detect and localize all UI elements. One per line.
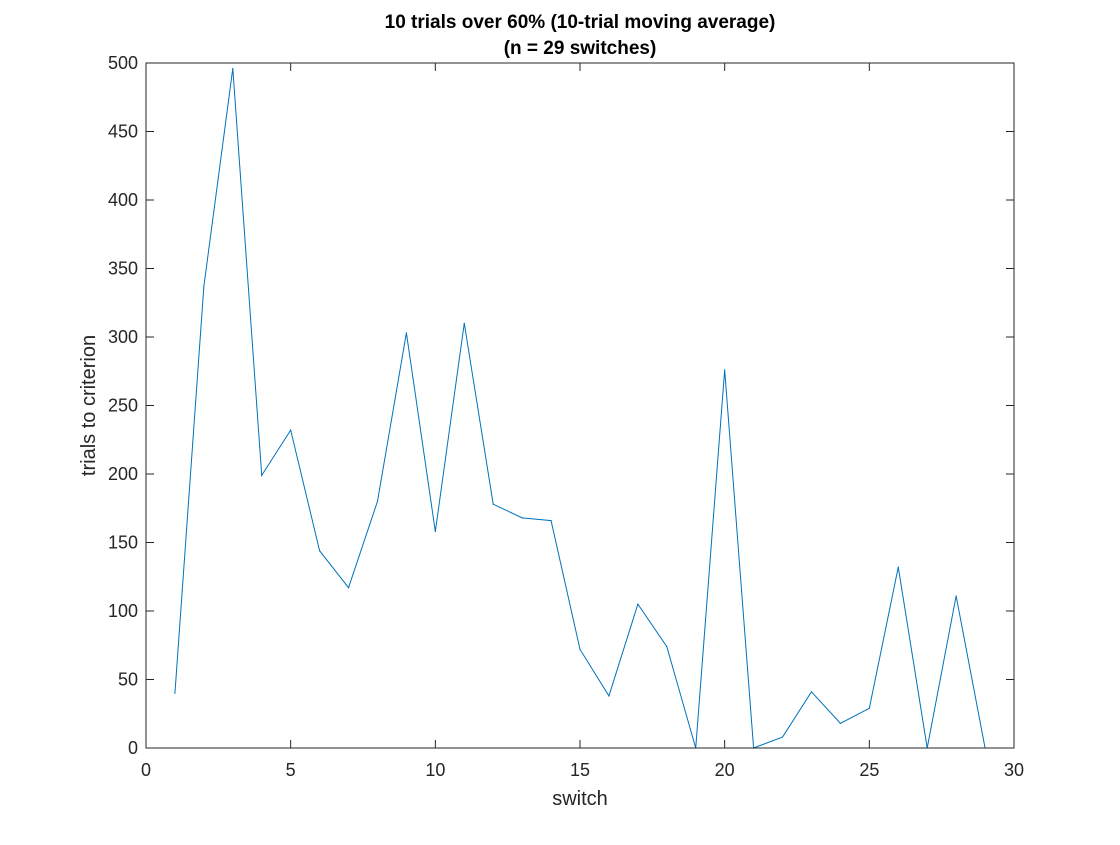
- y-axis-label: trials to criterion: [78, 335, 100, 476]
- x-axis-label: switch: [552, 788, 608, 810]
- data-point-14: [550, 519, 552, 522]
- y-tick-label-250: 250: [108, 396, 138, 416]
- data-point-23: [810, 691, 813, 693]
- data-point-8: [376, 500, 379, 502]
- data-point-4: [261, 474, 263, 476]
- data-point-22: [781, 736, 784, 738]
- data-point-3: [232, 67, 234, 70]
- data-point-11: [463, 322, 465, 324]
- data-point-24: [839, 722, 842, 724]
- y-tick-label-500: 500: [108, 53, 138, 73]
- data-point-7: [347, 587, 350, 589]
- y-tick-label-200: 200: [108, 464, 138, 484]
- y-tick-label-50: 50: [118, 670, 138, 690]
- data-point-26: [897, 566, 899, 568]
- y-tick-label-300: 300: [108, 327, 138, 347]
- data-point-2: [203, 285, 205, 287]
- plot-frame: [145, 62, 1015, 749]
- data-point-17: [637, 603, 639, 605]
- x-tick-label-0: 0: [141, 760, 151, 780]
- data-point-10: [434, 530, 436, 533]
- data-point-16: [608, 695, 610, 697]
- chart-title: 10 trials over 60% (10-trial moving aver…: [385, 12, 776, 33]
- data-point-12: [492, 503, 494, 505]
- y-tick-label-350: 350: [108, 259, 138, 279]
- y-tick-label-150: 150: [108, 533, 138, 553]
- x-tick-label-10: 10: [425, 760, 445, 780]
- tick-layer: 0 5 10 15 20 25 300501001502002503003504004505…: [108, 53, 1024, 780]
- data-point-20: [724, 369, 726, 371]
- data-point-6: [319, 550, 321, 552]
- y-tick-label-450: 450: [108, 122, 138, 142]
- data-point-15: [579, 648, 581, 650]
- data-point-25: [868, 707, 870, 709]
- x-tick-label-15: 15: [570, 760, 590, 780]
- data-point-1: [174, 692, 176, 694]
- data-point-9: [405, 332, 407, 334]
- x-tick-label-30: 30: [1004, 760, 1024, 780]
- data-point-13: [521, 517, 523, 519]
- x-tick-label-20: 20: [715, 760, 735, 780]
- x-tick-label-5: 5: [286, 760, 296, 780]
- chart-subtitle: (n = 29 switches): [504, 38, 657, 59]
- y-tick-label-0: 0: [128, 738, 138, 758]
- data-point-5: [290, 429, 292, 431]
- y-tick-label-400: 400: [108, 190, 138, 210]
- x-tick-label-25: 25: [859, 760, 879, 780]
- data-point-18: [666, 646, 668, 648]
- plot-area: [146, 63, 1014, 748]
- data-point-28: [955, 595, 957, 597]
- y-tick-label-100: 100: [108, 601, 138, 621]
